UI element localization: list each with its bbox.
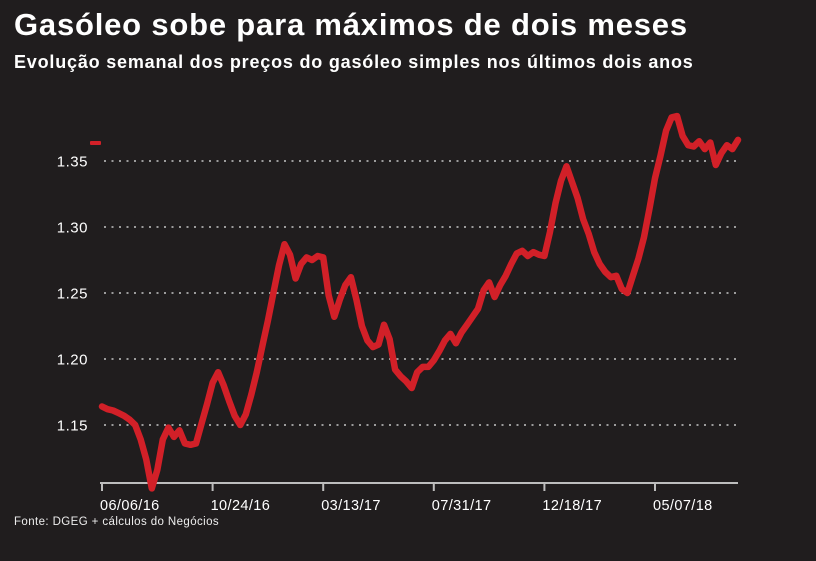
x-tick-label: 10/24/16: [211, 498, 271, 514]
x-tick-label: 07/31/17: [432, 498, 492, 514]
chart-title: Gasóleo sobe para máximos de dois meses: [14, 7, 688, 42]
x-tick-label: 12/18/17: [542, 498, 602, 514]
y-tick-label: 1.15: [57, 418, 88, 435]
x-tick-label: 06/06/16: [100, 498, 160, 514]
source-note: Fonte: DGEG + cálculos do Negócios: [14, 516, 220, 528]
y-tick-label: 1.35: [57, 154, 88, 171]
x-tick-label: 05/07/18: [653, 498, 713, 514]
y-tick-label: 1.30: [57, 220, 88, 237]
y-tick-label: 1.25: [57, 286, 88, 303]
series-legend-dash-icon: [90, 141, 101, 145]
chart-subtitle: Evolução semanal dos preços do gasóleo s…: [14, 52, 694, 72]
price-line: [98, 112, 742, 492]
x-tick-label: 03/13/17: [321, 498, 381, 514]
y-tick-label: 1.20: [57, 352, 88, 369]
